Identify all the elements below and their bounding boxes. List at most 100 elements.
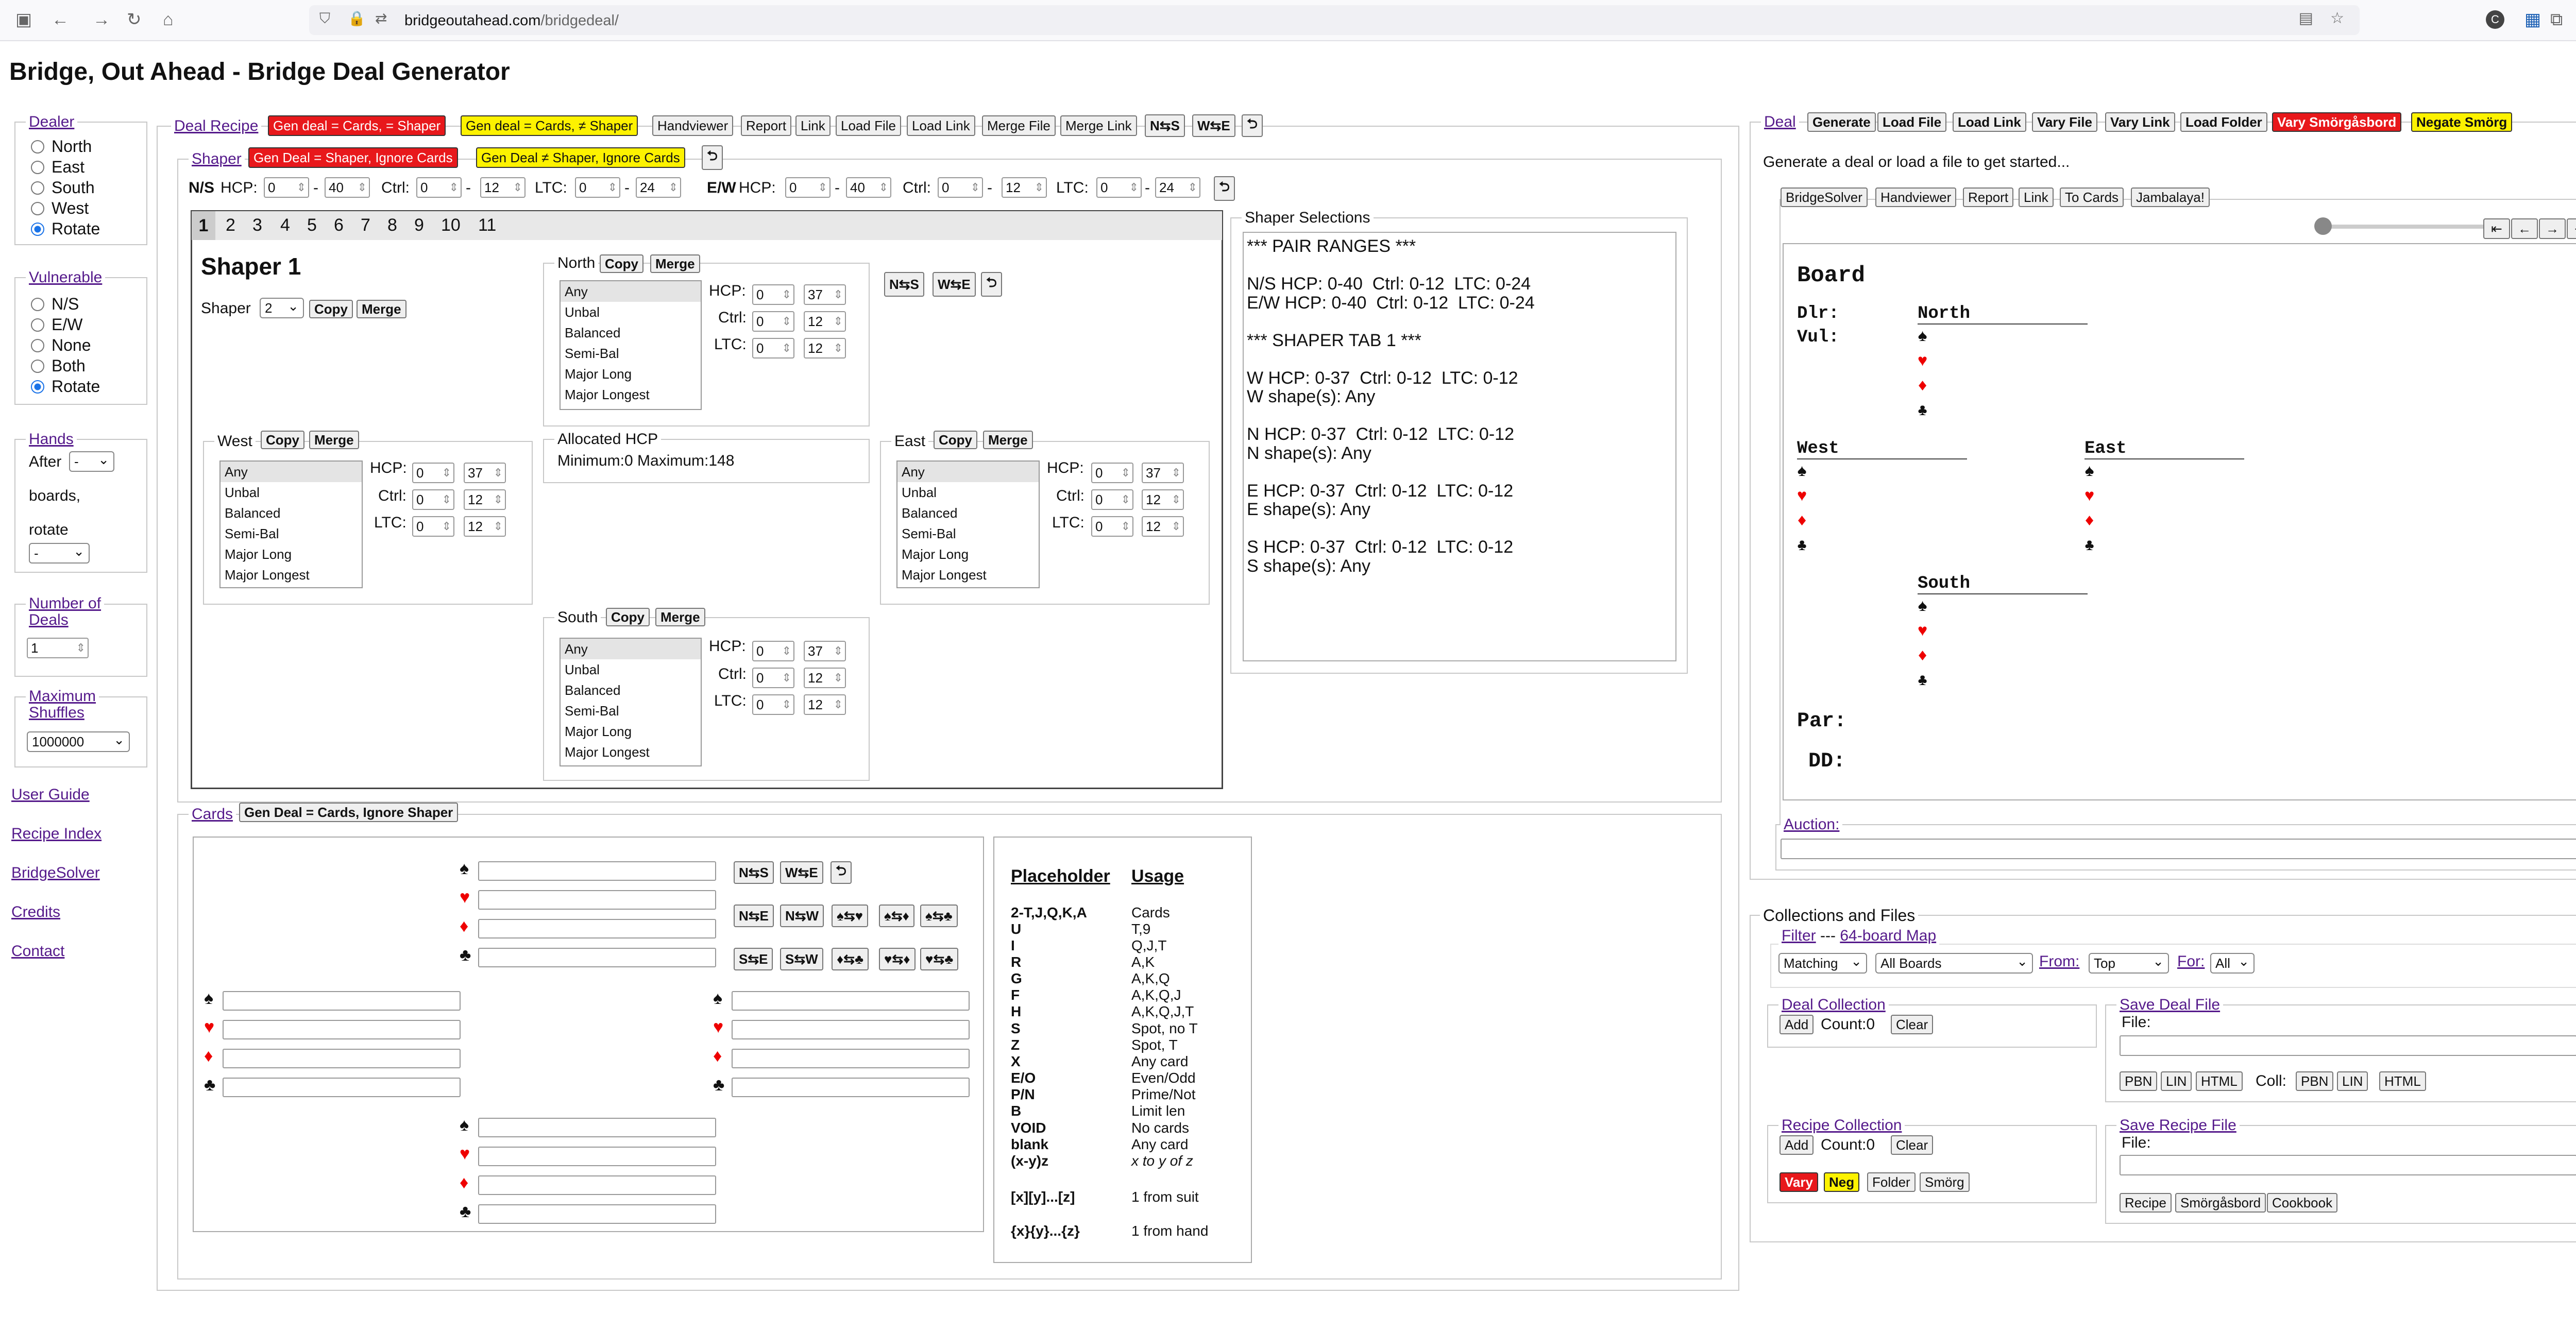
matching-select[interactable]: Matching xyxy=(1778,952,1867,974)
ns-hcp-min[interactable]: 0 xyxy=(264,177,309,198)
cards-south-club-input[interactable] xyxy=(478,1204,716,1224)
handviewer-button[interactable]: Handviewer xyxy=(652,115,734,136)
dealer-west[interactable]: West xyxy=(31,199,89,218)
tab-6[interactable]: 6 xyxy=(334,215,344,235)
from-link[interactable]: From: xyxy=(2039,953,2080,970)
vul-ns[interactable]: N/S xyxy=(31,295,79,314)
coll-html-button[interactable]: HTML xyxy=(2379,1071,2426,1091)
cards-swap-spade-heart-button[interactable]: ♠⇆♥ xyxy=(832,905,869,927)
cards-swap-se-button[interactable]: S⇆E xyxy=(734,948,773,970)
west-hcp-max[interactable]: 37 xyxy=(464,463,506,483)
west-ltc-min[interactable]: 0 xyxy=(412,516,454,537)
shaper-swap-reset-button[interactable]: ⮌ xyxy=(981,272,1002,297)
load-file-button[interactable]: Load File xyxy=(836,115,901,136)
reset-recipe-button[interactable]: ⮌ xyxy=(1242,114,1263,137)
ew-hcp-min[interactable]: 0 xyxy=(785,177,831,198)
east-hcp-min[interactable]: 0 xyxy=(1091,463,1133,483)
cards-north-heart-input[interactable] xyxy=(478,890,716,910)
save-html-button[interactable]: HTML xyxy=(2196,1071,2243,1091)
cards-north-spade-input[interactable] xyxy=(478,861,716,881)
vulnerable-legend[interactable]: Vulnerable xyxy=(26,269,106,286)
north-shape-list[interactable]: Any Unbal Balanced Semi-Bal Major Long Major … xyxy=(560,280,702,410)
vary-smorgasbord-button[interactable]: Vary Smörgåsbord xyxy=(2272,112,2402,132)
shaper-swap-we-button[interactable]: W⇆E xyxy=(933,272,976,297)
all-boards-select[interactable]: All Boards xyxy=(1875,952,2033,974)
max-shuffles-select[interactable]: 1000000 xyxy=(27,730,130,752)
cards-swap-diamond-club-button[interactable]: ♦⇆♣ xyxy=(832,948,869,970)
from-select[interactable]: Top xyxy=(2089,952,2169,974)
east-ltc-max[interactable]: 12 xyxy=(1142,516,1184,537)
north-ltc-min[interactable]: 0 xyxy=(752,338,794,359)
cards-swap-ns-button[interactable]: N⇆S xyxy=(734,861,774,884)
cards-west-heart-input[interactable] xyxy=(223,1020,461,1039)
north-ltc-max[interactable]: 12 xyxy=(804,338,846,359)
reload-icon[interactable]: ↻ xyxy=(127,10,142,29)
auction-legend[interactable]: Auction: xyxy=(1781,816,1843,833)
east-ltc-min[interactable]: 0 xyxy=(1091,516,1133,537)
filter-link[interactable]: Filter xyxy=(1782,927,1816,944)
cards-north-club-input[interactable] xyxy=(478,948,716,967)
cards-swap-ne-button[interactable]: N⇆E xyxy=(734,905,774,927)
prev-board-button[interactable]: ← xyxy=(2511,218,2538,239)
merge-file-button[interactable]: Merge File xyxy=(982,115,1056,136)
gen-deal-cards-eq-shaper-button[interactable]: Gen deal = Cards, = Shaper xyxy=(268,115,446,136)
tab-8[interactable]: 8 xyxy=(387,215,397,235)
cards-legend[interactable]: Cards xyxy=(189,806,236,823)
deal-load-file-button[interactable]: Load File xyxy=(1877,112,1947,132)
number-of-deals-legend[interactable]: Number of Deals xyxy=(26,595,105,628)
south-copy-button[interactable]: Copy xyxy=(606,608,650,626)
deal-recipe-legend[interactable]: Deal Recipe xyxy=(171,117,262,135)
west-hcp-min[interactable]: 0 xyxy=(412,463,454,483)
east-merge-button[interactable]: Merge xyxy=(983,431,1033,449)
ew-ltc-min[interactable]: 0 xyxy=(1096,177,1142,198)
to-cards-button[interactable]: To Cards xyxy=(2060,187,2124,207)
east-copy-button[interactable]: Copy xyxy=(934,431,977,449)
cards-west-spade-input[interactable] xyxy=(223,991,461,1011)
east-ctrl-max[interactable]: 12 xyxy=(1142,489,1184,510)
dealer-north[interactable]: North xyxy=(31,137,92,156)
cards-west-club-input[interactable] xyxy=(223,1078,461,1097)
vul-ew[interactable]: E/W xyxy=(31,315,82,334)
cards-south-heart-input[interactable] xyxy=(478,1147,716,1166)
recipe-collection-clear-button[interactable]: Clear xyxy=(1891,1135,1934,1155)
save-lin-button[interactable]: LIN xyxy=(2161,1071,2192,1091)
cards-east-heart-input[interactable] xyxy=(732,1020,970,1039)
deal-collection-legend[interactable]: Deal Collection xyxy=(1778,996,1889,1014)
reader-view-icon[interactable]: ▤ xyxy=(2298,10,2313,27)
first-board-button[interactable]: ⇤ xyxy=(2483,218,2510,239)
cards-swap-sw-button[interactable]: S⇆W xyxy=(780,948,823,970)
gen-deal-neq-shaper-ignore-cards-button[interactable]: Gen Deal ≠ Shaper, Ignore Cards xyxy=(476,147,685,168)
cards-south-spade-input[interactable] xyxy=(478,1118,716,1137)
vul-both[interactable]: Both xyxy=(31,356,86,376)
cards-west-diamond-input[interactable] xyxy=(223,1049,461,1068)
south-ctrl-min[interactable]: 0 xyxy=(752,668,794,688)
save-pbn-button[interactable]: PBN xyxy=(2120,1071,2158,1091)
home-icon[interactable]: ⌂ xyxy=(163,10,174,29)
cards-swap-heart-diamond-button[interactable]: ♥⇆♦ xyxy=(879,948,916,970)
bookmark-star-icon[interactable]: ☆ xyxy=(2330,10,2344,27)
forward-icon[interactable]: → xyxy=(93,10,110,29)
hands-after-select[interactable]: - xyxy=(69,450,114,472)
save-recipe-file-input[interactable] xyxy=(2120,1155,2576,1175)
vary-file-button[interactable]: Vary File xyxy=(2032,112,2097,132)
ew-ctrl-max[interactable]: 12 xyxy=(1002,177,1047,198)
cards-swap-spade-diamond-button[interactable]: ♠⇆♦ xyxy=(879,905,914,927)
cards-north-diamond-input[interactable] xyxy=(478,919,716,938)
tab-2[interactable]: 2 xyxy=(226,215,235,235)
south-merge-button[interactable]: Merge xyxy=(655,608,705,626)
ns-ctrl-max[interactable]: 12 xyxy=(480,177,526,198)
gen-deal-cards-ignore-shaper-button[interactable]: Gen Deal = Cards, Ignore Shaper xyxy=(239,803,459,822)
ns-ctrl-min[interactable]: 0 xyxy=(416,177,462,198)
ns-ltc-min[interactable]: 0 xyxy=(575,177,620,198)
link-button[interactable]: Link xyxy=(795,115,831,136)
link-recipe-index[interactable]: Recipe Index xyxy=(11,825,102,842)
east-hcp-max[interactable]: 37 xyxy=(1142,463,1184,483)
max-shuffles-legend[interactable]: Maximum Shuffles xyxy=(26,688,99,721)
sidebar-icon[interactable]: ▣ xyxy=(15,10,32,29)
tab-4[interactable]: 4 xyxy=(280,215,290,235)
bridgesolver-button[interactable]: BridgeSolver xyxy=(1781,187,1868,207)
ew-ctrl-min[interactable]: 0 xyxy=(938,177,983,198)
deal-link-button[interactable]: Link xyxy=(2019,187,2054,207)
recipe-folder-button[interactable]: Folder xyxy=(1867,1172,1916,1192)
cards-east-spade-input[interactable] xyxy=(732,991,970,1011)
